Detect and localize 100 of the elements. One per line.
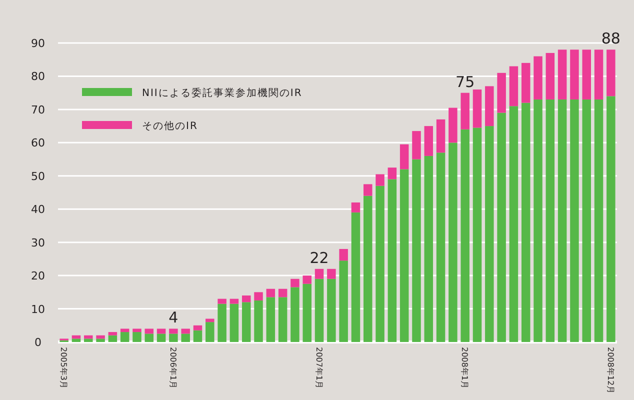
bar [472,90,482,128]
bar [534,56,542,100]
bar [302,284,312,342]
total-label: 75 [456,72,475,91]
bar [278,297,288,342]
bar [376,186,384,342]
bar [509,106,518,342]
bar [156,328,166,334]
bar [206,318,214,322]
bar [606,96,616,342]
bar [364,196,372,342]
bar [400,169,409,342]
bar [314,278,324,342]
bar [156,334,166,342]
bar [84,338,93,342]
bar [290,287,300,342]
total-label: 22 [310,248,329,267]
bar [181,334,190,342]
bar [218,298,226,304]
bar [534,99,542,342]
bar [339,248,348,261]
bar [339,260,348,342]
bar [509,66,518,106]
bar [448,142,458,342]
bar [364,184,372,196]
bar [278,288,288,298]
x-tick-label: 2005年3月 [59,347,68,388]
bar [594,50,604,100]
y-tick-label: 0 [34,336,42,349]
bar [351,212,360,342]
bar [460,92,470,130]
bar [230,304,239,342]
bar [388,179,397,342]
bar [436,152,446,342]
bar [84,335,93,339]
x-tick-label: 2006年1月 [168,347,178,388]
bar [327,278,336,342]
bar [120,332,130,342]
bar [521,62,530,103]
y-tick-label: 60 [31,136,45,150]
bar [412,159,421,342]
bar [144,328,154,334]
bar [314,268,324,279]
bar [570,50,579,100]
bar [558,99,567,342]
bar [485,86,494,126]
y-tick-label: 40 [31,203,45,216]
bar [546,52,555,100]
legend-label: その他のIR [142,120,198,132]
bar [193,330,202,342]
bar [424,156,434,342]
bar [460,129,470,342]
bar [266,297,276,342]
bar [242,295,251,302]
total-label: 4 [168,308,178,327]
bar [290,278,300,288]
x-tick-label: 2008年12月 [606,347,615,394]
bar [181,328,190,334]
bar [193,325,202,330]
bar [132,332,142,342]
bar [558,50,567,100]
bar [302,276,312,284]
bar [218,304,226,342]
bar [594,99,604,342]
y-tick-label: 10 [31,302,45,316]
bar [424,126,434,156]
y-tick-label: 30 [31,236,45,250]
bar [206,322,214,342]
bar [108,332,118,336]
bar [96,335,105,339]
y-tick-label: 50 [31,170,45,183]
bar [497,72,506,113]
bar [144,334,154,342]
y-tick-label: 90 [31,37,45,50]
bar [400,144,409,170]
y-tick-label: 70 [31,103,45,116]
bar [521,102,530,342]
bar [242,302,251,342]
bar [266,288,276,298]
bar [376,174,384,186]
bar [254,300,263,342]
bar [388,168,397,180]
bar [412,131,421,160]
bar [254,292,263,300]
x-tick-label: 2007年1月 [314,347,324,388]
bar [327,268,336,279]
bar [497,112,506,342]
bar [72,338,81,342]
bar [570,99,579,342]
bar [582,99,591,342]
legend-label: NIIによる委託事業参加機関のIR [142,87,302,99]
x-tick-label: 2008年1月 [460,347,470,388]
bar [351,202,360,212]
bar [546,99,555,342]
bar [606,50,616,96]
bar [169,334,178,342]
bar [582,50,591,100]
y-tick-label: 20 [31,270,45,283]
y-tick-label: 80 [31,70,45,84]
bar [96,338,105,342]
